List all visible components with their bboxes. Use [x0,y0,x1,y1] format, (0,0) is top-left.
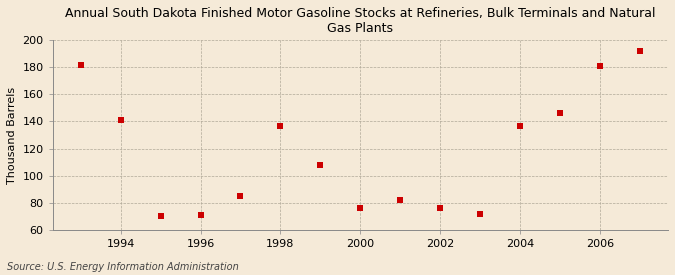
Point [395,198,406,202]
Point [75,62,86,67]
Point [195,213,206,217]
Point [155,214,166,218]
Point [315,163,326,167]
Point [435,206,446,210]
Point [515,123,526,128]
Point [595,64,605,68]
Point [275,123,286,128]
Title: Annual South Dakota Finished Motor Gasoline Stocks at Refineries, Bulk Terminals: Annual South Dakota Finished Motor Gasol… [65,7,655,35]
Point [115,118,126,122]
Y-axis label: Thousand Barrels: Thousand Barrels [7,86,17,184]
Point [235,194,246,198]
Point [555,111,566,116]
Point [355,206,366,210]
Text: Source: U.S. Energy Information Administration: Source: U.S. Energy Information Administ… [7,262,238,272]
Point [634,49,645,53]
Point [475,211,485,216]
